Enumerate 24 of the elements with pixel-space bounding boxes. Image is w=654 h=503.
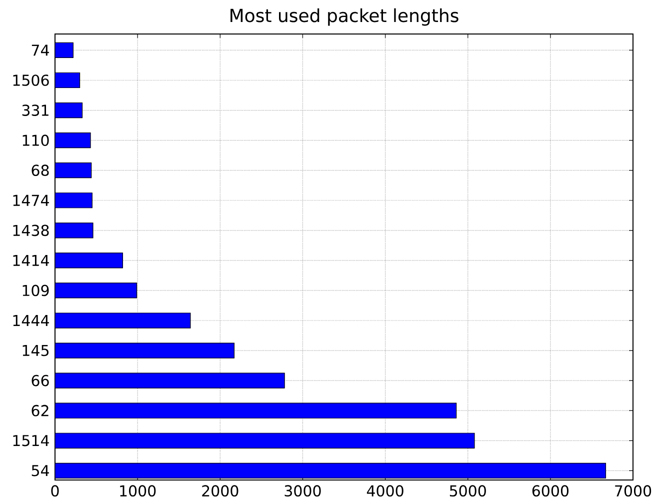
y-tick-label: 1438 xyxy=(13,224,49,236)
y-tick-label: 68 xyxy=(32,164,49,176)
y-tick-label: 1474 xyxy=(13,194,49,206)
y-tick-label: 109 xyxy=(22,284,49,296)
x-tick-label: 0 xyxy=(51,485,59,497)
y-tick-label: 331 xyxy=(22,104,48,116)
y-tick-label: 1514 xyxy=(13,435,49,446)
x-tick-label: 7000 xyxy=(615,485,652,497)
x-tick-label: 4000 xyxy=(366,485,404,497)
x-tick-label: 2000 xyxy=(202,485,238,497)
y-tick-label: 66 xyxy=(32,374,49,386)
y-tick-label: 54 xyxy=(32,465,49,476)
y-tick-label: 1444 xyxy=(13,315,49,326)
y-tick-label: 110 xyxy=(22,134,49,146)
y-tick-label: 145 xyxy=(22,344,48,356)
x-tick-label: 3000 xyxy=(284,485,321,497)
chart-title: Most used packet lengths xyxy=(230,8,458,26)
x-tick-label: 5000 xyxy=(450,485,486,497)
y-tick-label: 74 xyxy=(32,44,49,56)
x-tick-label: 1000 xyxy=(120,485,156,497)
y-tick-label: 1414 xyxy=(13,254,49,266)
y-tick-label: 1506 xyxy=(13,74,49,86)
x-tick-label: 6000 xyxy=(532,485,569,497)
y-tick-label: 62 xyxy=(32,404,48,416)
